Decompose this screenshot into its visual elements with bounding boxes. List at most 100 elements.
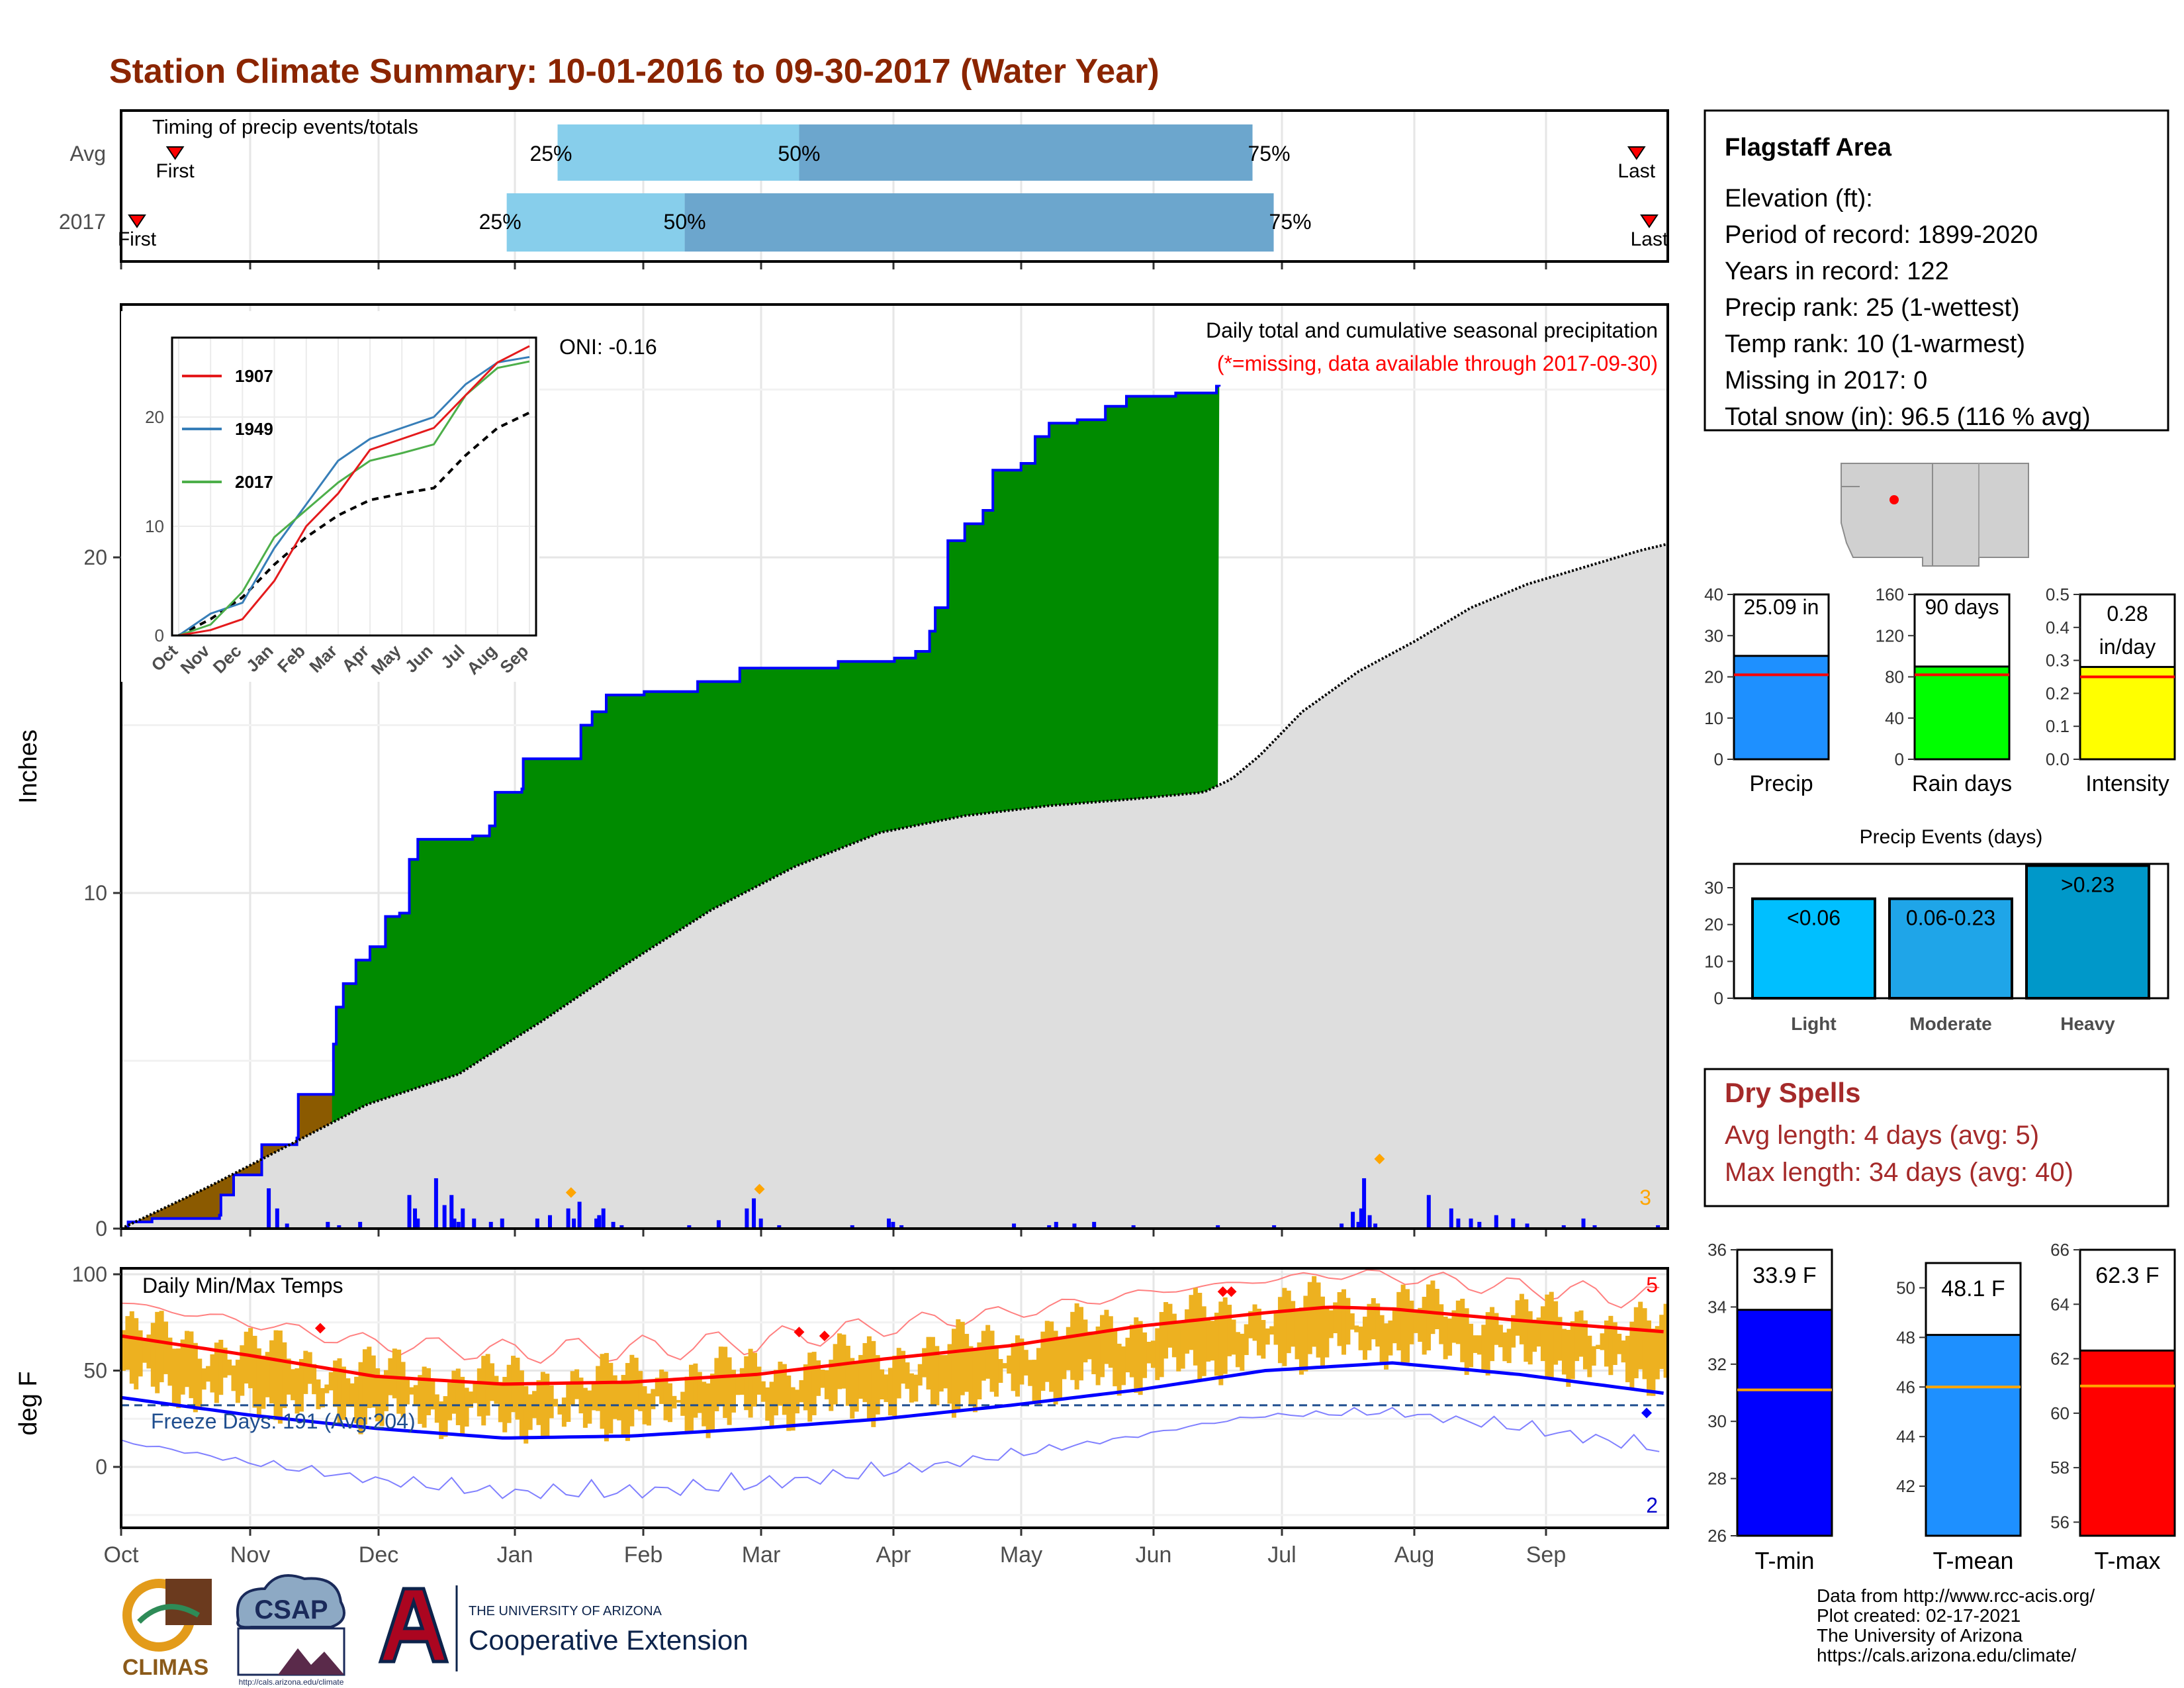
daily-temp-bar: [1527, 1311, 1533, 1365]
daily-temp-bar: [752, 1352, 758, 1407]
timing-row-avg-label: Avg: [69, 142, 106, 165]
daily-temp-bar: [502, 1377, 508, 1432]
daily-precip-bar: [1340, 1223, 1344, 1229]
last-event-marker: [1640, 214, 1659, 228]
daily-temp-bar: [651, 1389, 656, 1409]
daily-precip-bar: [850, 1225, 854, 1229]
daily-precip-bar: [577, 1201, 582, 1229]
temp-summary-tick-label: 48: [1896, 1327, 1915, 1347]
max-records-count: 5: [1646, 1273, 1658, 1297]
daily-temp-bar: [1235, 1332, 1240, 1368]
daily-precip-bar: [416, 1218, 420, 1229]
record-max-marker: [1226, 1286, 1237, 1297]
events-category-label: Light: [1791, 1013, 1836, 1034]
station-info-frame: [1704, 109, 2169, 432]
daily-temp-bar: [214, 1342, 219, 1403]
events-category-label: Moderate: [1909, 1013, 1991, 1034]
daily-temp-bar: [261, 1355, 266, 1409]
daily-temp-bar: [803, 1364, 808, 1411]
daily-temp-bar: [896, 1348, 901, 1399]
temp-y-tick-label: 0: [95, 1455, 107, 1479]
daily-temp-bar: [1079, 1307, 1084, 1381]
temp-summary-value: 62.3 F: [2095, 1263, 2159, 1288]
month-label: Aug: [1394, 1542, 1435, 1568]
annual-summary-bars: 0 10 20 30 40 25.09 in Precip 0 40 80 120 160 90 day…: [1704, 585, 2176, 796]
daily-temp-bar: [621, 1375, 626, 1436]
daily-temp-bar: [633, 1358, 639, 1410]
first-event-label: First: [156, 160, 195, 182]
summary-bar: [2079, 666, 2176, 761]
first-event-label: First: [118, 228, 157, 250]
daily-temp-bar: [367, 1346, 372, 1409]
summary-bar-tick-label: 30: [1704, 626, 1723, 645]
daily-temp-bar: [1328, 1310, 1334, 1338]
daily-precip-bar: [433, 1178, 438, 1229]
daily-temp-bar: [121, 1330, 126, 1371]
daily-temp-bar: [506, 1364, 512, 1423]
daily-temp-bar: [702, 1382, 707, 1427]
daily-temp-bar: [1574, 1311, 1580, 1362]
daily-temp-bar: [1557, 1317, 1563, 1361]
daily-temp-bar: [1307, 1282, 1312, 1354]
daily-temp-bar: [1451, 1310, 1457, 1343]
daily-temp-bar: [947, 1344, 952, 1404]
daily-precip-bar: [547, 1215, 552, 1229]
daily-temp-bar: [1058, 1339, 1063, 1399]
daily-temp-bar: [150, 1323, 156, 1387]
record-min-marker: [1641, 1407, 1652, 1419]
daily-temp-bar: [799, 1380, 804, 1403]
daily-temp-bar: [1511, 1315, 1516, 1348]
daily-temp-bar: [1091, 1334, 1097, 1374]
daily-temp-bar: [960, 1321, 965, 1395]
events-bar-label: >0.23: [2061, 873, 2115, 897]
daily-temp-bar: [277, 1330, 283, 1424]
daily-temp-bar: [930, 1336, 935, 1407]
daily-temp-bar: [1019, 1338, 1024, 1385]
daily-temp-bar: [964, 1334, 970, 1392]
daily-temp-bar: [926, 1336, 931, 1390]
summary-bar-value: 25.09 in: [1744, 595, 1819, 619]
daily-precip-bar: [891, 1221, 895, 1229]
inset-legend-label: 2017: [235, 472, 273, 492]
daily-temp-bar: [1206, 1318, 1211, 1362]
daily-temp-bar: [790, 1387, 796, 1431]
state-outline: [1841, 463, 2029, 567]
timing-panel: Timing of precip events/totals Avg 2017 …: [59, 109, 1669, 269]
daily-temp-bar: [1248, 1311, 1253, 1338]
daily-precip-bar: [267, 1188, 271, 1229]
month-label: Oct: [104, 1542, 139, 1568]
daily-temp-bar: [1261, 1320, 1266, 1359]
daily-temp-bar: [1566, 1329, 1571, 1387]
daily-temp-bar: [1180, 1321, 1185, 1369]
daily-temp-bar: [134, 1318, 139, 1389]
daily-temp-bar: [901, 1350, 906, 1384]
extreme-event-marker: [754, 1184, 765, 1195]
daily-temp-bar: [494, 1376, 499, 1404]
summary-bar-tick-label: 0.5: [2046, 585, 2070, 604]
daily-temp-bar: [163, 1321, 169, 1374]
last-event-label: Last: [1631, 228, 1668, 250]
inset-y-tick-label: 0: [155, 626, 164, 645]
daily-temp-bar: [1210, 1321, 1215, 1361]
daily-temp-bar: [1146, 1341, 1152, 1364]
daily-temp-bar: [1007, 1355, 1012, 1374]
daily-temp-bar: [934, 1346, 940, 1405]
daily-precip-bar: [1561, 1225, 1566, 1229]
daily-temp-bar: [426, 1368, 431, 1416]
daily-temp-bar: [1439, 1304, 1444, 1344]
daily-precip-bar: [500, 1218, 504, 1229]
missing-note: (*=missing, data available through 2017-…: [1217, 352, 1658, 375]
daily-temp-bar: [320, 1387, 325, 1408]
daily-temp-bar: [358, 1362, 363, 1434]
daily-temp-bar: [756, 1366, 762, 1395]
daily-temp-bar: [400, 1362, 406, 1418]
inset-background: [121, 311, 539, 682]
location-map: [1841, 463, 2029, 567]
inset-y-tick-label: 20: [145, 407, 164, 427]
daily-temp-bar: [625, 1363, 630, 1441]
footer-line: The University of Arizona: [1817, 1625, 2023, 1646]
temp-summary-tick-label: 60: [2050, 1403, 2070, 1423]
daily-temp-bar: [1485, 1312, 1490, 1376]
daily-temp-bar: [1608, 1315, 1614, 1376]
daily-temp-bar: [917, 1364, 923, 1386]
